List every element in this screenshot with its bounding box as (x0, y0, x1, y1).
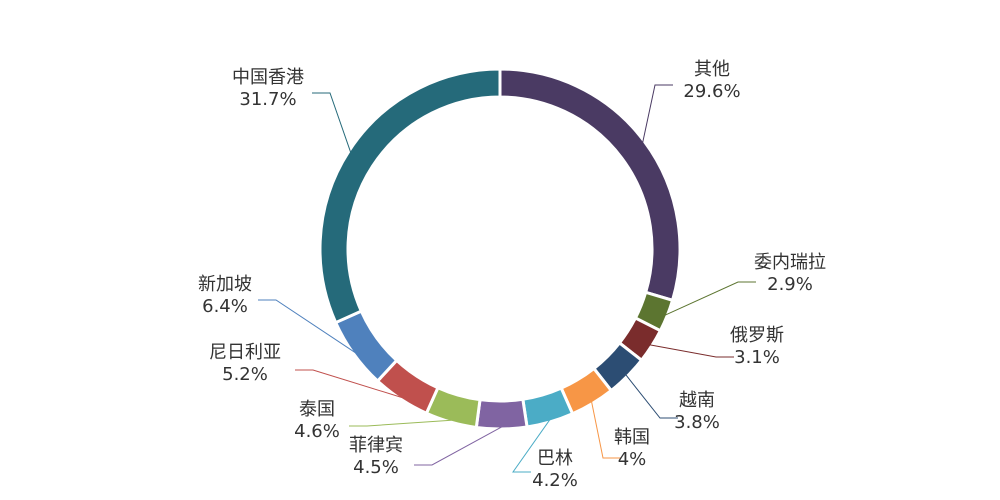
leader-line-2 (649, 344, 734, 358)
leader-line-7 (349, 419, 452, 427)
slice-value-label-1: 2.9% (767, 274, 813, 295)
leader-line-0 (642, 84, 673, 143)
slice-value-label-3: 3.8% (674, 412, 720, 433)
leader-line-10 (312, 92, 352, 153)
slice-value-label-7: 4.6% (294, 421, 340, 442)
slice-name-label-9: 新加坡 (198, 274, 252, 295)
slice-name-label-2: 俄罗斯 (730, 325, 784, 346)
leader-line-3 (625, 374, 678, 419)
leader-line-6 (414, 426, 502, 466)
slices-group (318, 67, 682, 431)
slice-name-label-1: 委内瑞拉 (754, 252, 826, 273)
leader-line-8 (295, 369, 402, 398)
slice-value-label-6: 4.5% (353, 457, 399, 478)
slice-name-label-5: 巴林 (537, 448, 573, 469)
slice-name-label-8: 尼日利亚 (209, 342, 281, 363)
leader-line-1 (665, 281, 756, 316)
slice-value-label-5: 4.2% (532, 470, 578, 491)
slice-10 (318, 67, 502, 325)
leader-lines-group (258, 84, 756, 473)
slice-value-label-4: 4% (618, 449, 647, 470)
slice-name-label-7: 泰国 (299, 399, 335, 420)
slice-value-label-10: 31.7% (239, 89, 296, 110)
slice-name-label-4: 韩国 (614, 427, 650, 448)
leader-line-9 (258, 299, 356, 354)
slice-value-label-9: 6.4% (202, 296, 248, 317)
slice-name-label-3: 越南 (679, 390, 715, 411)
slice-5 (521, 386, 575, 429)
slice-0 (498, 67, 682, 303)
slice-6 (474, 397, 529, 431)
slice-name-label-0: 其他 (694, 59, 730, 80)
leader-line-4 (591, 401, 621, 459)
slice-value-label-8: 5.2% (222, 364, 268, 385)
leader-line-5 (512, 419, 551, 473)
slice-name-label-10: 中国香港 (232, 67, 304, 88)
slice-value-label-0: 29.6% (683, 81, 740, 102)
slice-value-label-2: 3.1% (734, 347, 780, 368)
slice-name-label-6: 菲律宾 (349, 435, 403, 456)
